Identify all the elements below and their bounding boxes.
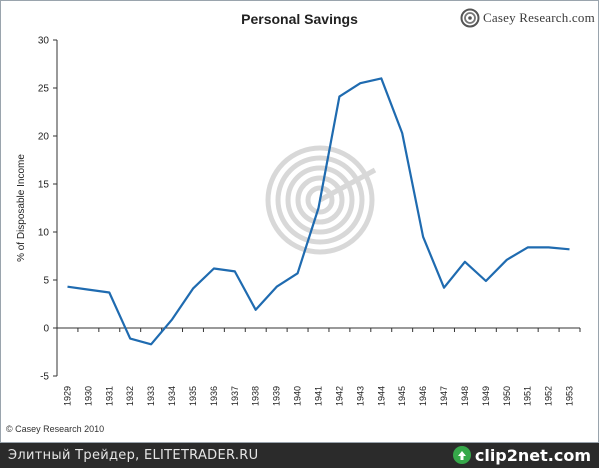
x-tick-label: 1951 <box>523 386 533 406</box>
y-tick-label: 25 <box>38 84 50 95</box>
bottom-caption-bar: Элитный Трейдер, ELITETRADER.RU clip2net… <box>0 443 599 468</box>
clip2net-logo[interactable]: clip2net.com <box>452 445 591 465</box>
x-tick-label: 1947 <box>439 386 449 406</box>
x-tick-label: 1929 <box>62 386 72 406</box>
x-tick-label: 1945 <box>397 386 407 406</box>
x-tick-label: 1937 <box>230 386 240 406</box>
x-tick-label: 1939 <box>272 386 282 406</box>
y-tick-label: -5 <box>40 372 49 383</box>
x-tick-label: 1933 <box>146 386 156 406</box>
y-tick-label: 30 <box>38 36 50 47</box>
x-tick-label: 1949 <box>481 386 491 406</box>
y-tick-label: 0 <box>43 324 49 335</box>
x-tick-label: 1944 <box>376 386 386 406</box>
logo-text: Casey Research.com <box>483 10 595 25</box>
y-tick-label: 10 <box>38 228 50 239</box>
watermark-ring <box>265 145 375 255</box>
x-tick-label: 1943 <box>355 386 365 406</box>
x-tick-label: 1953 <box>565 386 575 406</box>
x-tick-label: 1952 <box>544 386 554 406</box>
casey-target-icon <box>460 8 480 28</box>
x-tick-label: 1950 <box>502 386 512 406</box>
y-tick-label: 20 <box>38 132 50 143</box>
chart-title: Personal Savings <box>241 11 358 27</box>
casey-research-logo: Casey Research.com <box>460 8 595 28</box>
x-tick-label: 1934 <box>167 386 177 406</box>
watermark-ring <box>285 165 355 235</box>
watermark-ring <box>275 155 365 245</box>
caption-text: Элитный Трейдер, ELITETRADER.RU <box>8 448 259 463</box>
x-tick-label: 1946 <box>418 386 428 406</box>
x-tick-label: 1932 <box>125 386 135 406</box>
watermark-ring <box>295 175 345 225</box>
y-axis-label: % of Disposable Income <box>16 154 27 262</box>
x-tick-label: 1931 <box>104 386 114 406</box>
clip2net-arrow-icon <box>452 446 471 464</box>
y-tick-label: 5 <box>43 276 49 287</box>
x-tick-label: 1930 <box>83 386 93 406</box>
watermark-ring <box>305 185 335 215</box>
y-tick-label: 15 <box>38 180 50 191</box>
series-line <box>67 77 570 346</box>
watermark-arrow <box>318 167 377 203</box>
x-tick-label: 1938 <box>251 386 261 406</box>
chart-svg: -5 0 5 10 15 20 25 30 1929 1930 1931 1932 1933 1934 19… <box>16 36 581 406</box>
clip2net-text: clip2net.com <box>474 445 591 465</box>
copyright-note: © Casey Research 2010 <box>6 424 105 434</box>
x-tick-label: 1936 <box>209 386 219 406</box>
x-tick-label: 1948 <box>460 386 470 406</box>
x-tick-label: 1941 <box>314 386 324 406</box>
x-tick-label: 1940 <box>293 386 303 406</box>
x-tick-label: 1942 <box>334 386 344 406</box>
x-tick-label: 1935 <box>188 386 198 406</box>
